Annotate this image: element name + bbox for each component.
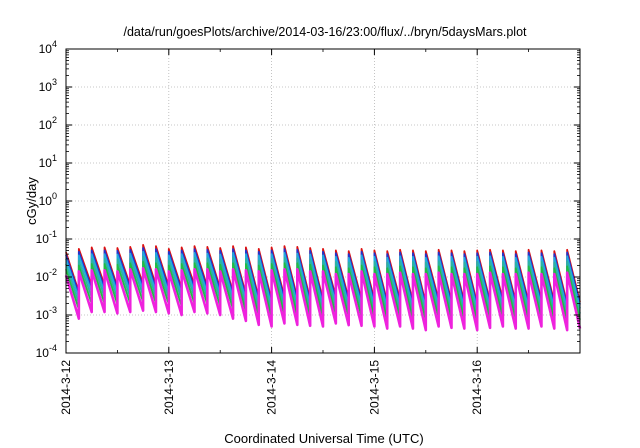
- y-tick-label: 10-4: [36, 343, 57, 360]
- y-tick-label: 102: [39, 115, 57, 132]
- x-axis-ticks: 2014-3-12 2014-3-13 2014-3-14 2014-3-15 2014…: [59, 49, 529, 415]
- y-tick-label: 10-2: [36, 267, 57, 284]
- x-tick-label: 2014-3-13: [162, 360, 176, 415]
- y-axis-ticks: 10-4 10-3 10-2 10-1 100 101 102 103 104: [36, 39, 580, 360]
- chart-title: /data/run/goesPlots/archive/2014-03-16/2…: [123, 25, 527, 39]
- y-tick-label: 10-3: [36, 305, 57, 322]
- y-tick-label: 10-1: [36, 229, 57, 246]
- y-tick-label: 100: [39, 191, 57, 208]
- series-line-6: [64, 266, 582, 332]
- y-tick-label: 101: [39, 153, 57, 170]
- y-axis-label: cGy/day: [24, 177, 39, 225]
- x-tick-label: 2014-3-14: [265, 360, 279, 415]
- x-tick-label: 2014-3-12: [59, 360, 73, 415]
- x-axis-label: Coordinated Universal Time (UTC): [224, 431, 423, 446]
- x-tick-label: 2014-3-15: [367, 360, 381, 415]
- series-layer: [64, 243, 582, 332]
- x-tick-label: 2014-3-16: [470, 360, 484, 415]
- y-tick-label: 104: [39, 39, 57, 56]
- y-tick-label: 103: [39, 77, 57, 94]
